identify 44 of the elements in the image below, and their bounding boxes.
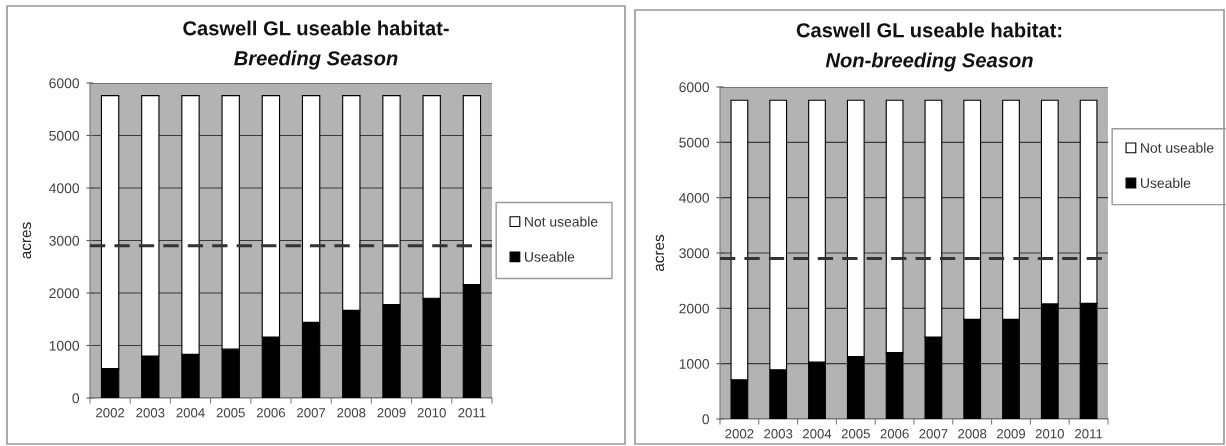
y-tick-label: 0 bbox=[72, 393, 80, 404]
x-tick-label: 2006 bbox=[880, 429, 909, 439]
chart-subtitle: Breeding Season bbox=[234, 50, 398, 70]
y-tick-label: 2000 bbox=[49, 288, 80, 299]
x-tick-label: 2004 bbox=[802, 429, 832, 439]
x-tick-label: 2011 bbox=[1075, 429, 1103, 439]
x-tick-label: 2007 bbox=[297, 408, 326, 418]
y-tick-label: 1000 bbox=[679, 359, 710, 369]
legend-label: Not useable bbox=[1141, 142, 1214, 153]
x-tick-label: 2010 bbox=[417, 408, 446, 418]
legend-label: Useable bbox=[1141, 177, 1191, 188]
x-tick-label: 2005 bbox=[216, 408, 245, 418]
x-tick-label: 2009 bbox=[377, 408, 406, 418]
legend-label: Useable bbox=[525, 251, 575, 262]
y-tick-label: 5000 bbox=[679, 137, 710, 148]
x-tick-label: 2008 bbox=[337, 408, 366, 418]
x-tick-label: 2003 bbox=[764, 429, 793, 439]
x-tick-label: 2009 bbox=[996, 429, 1026, 439]
y-tick-label: 4000 bbox=[679, 193, 710, 203]
x-tick-label: 2007 bbox=[919, 429, 948, 439]
chart-title: Caswell GL useable habitat: bbox=[796, 22, 1062, 38]
y-tick-label: 0 bbox=[702, 414, 710, 425]
y-tick-label: 5000 bbox=[49, 130, 80, 141]
x-tick-label: 2011 bbox=[458, 408, 486, 418]
y-tick-label: 1000 bbox=[49, 340, 80, 351]
y-tick-label: 6000 bbox=[49, 78, 80, 89]
y-tick-label: 4000 bbox=[49, 183, 80, 194]
y-tick-label: 3000 bbox=[49, 235, 80, 246]
x-tick-label: 2002 bbox=[725, 429, 754, 439]
x-tick-label: 2003 bbox=[136, 408, 165, 418]
x-tick-label: 2010 bbox=[1035, 429, 1064, 439]
x-tick-label: 2002 bbox=[96, 408, 125, 418]
chart-title: Caswell GL useable habitat- bbox=[183, 20, 449, 36]
y-axis-title: acres bbox=[655, 234, 665, 272]
y-tick-label: 2000 bbox=[679, 303, 710, 314]
chart-subtitle: Non-breeding Season bbox=[825, 52, 1033, 72]
x-tick-label: 2004 bbox=[176, 408, 205, 418]
legend-label: Not useable bbox=[525, 216, 598, 227]
y-tick-label: 3000 bbox=[679, 248, 710, 259]
y-axis-title: acres bbox=[22, 222, 32, 259]
y-tick-label: 6000 bbox=[679, 82, 710, 93]
x-tick-label: 2006 bbox=[256, 408, 285, 418]
x-tick-label: 2008 bbox=[958, 429, 987, 439]
x-tick-label: 2005 bbox=[841, 429, 870, 439]
